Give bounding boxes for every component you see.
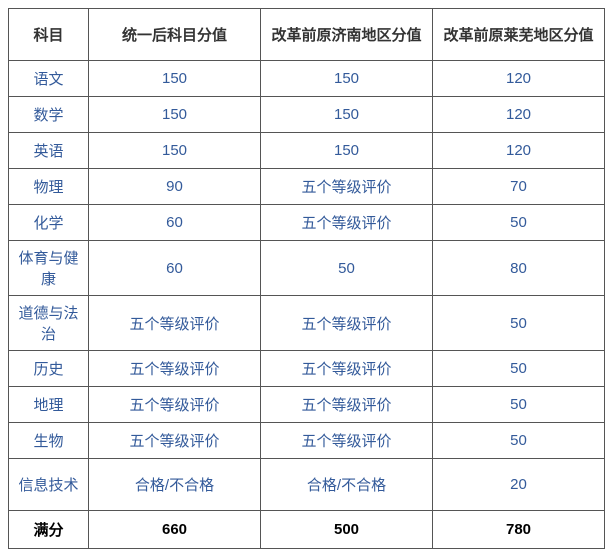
subject-cell: 英语 <box>9 133 89 169</box>
subject-cell: 化学 <box>9 205 89 241</box>
data-cell: 50 <box>433 423 605 459</box>
total-cell: 780 <box>433 511 605 549</box>
data-cell: 150 <box>89 97 261 133</box>
data-cell: 五个等级评价 <box>89 423 261 459</box>
total-cell: 500 <box>261 511 433 549</box>
data-cell: 五个等级评价 <box>261 387 433 423</box>
table-row: 生物五个等级评价五个等级评价50 <box>9 423 605 459</box>
subject-cell: 历史 <box>9 351 89 387</box>
data-cell: 80 <box>433 241 605 296</box>
table-row: 历史五个等级评价五个等级评价50 <box>9 351 605 387</box>
data-cell: 合格/不合格 <box>89 459 261 511</box>
table-row: 数学150150120 <box>9 97 605 133</box>
data-cell: 五个等级评价 <box>89 387 261 423</box>
data-cell: 50 <box>433 205 605 241</box>
data-cell: 120 <box>433 61 605 97</box>
data-cell: 五个等级评价 <box>261 296 433 351</box>
header-jinan: 改革前原济南地区分值 <box>261 9 433 61</box>
subject-cell: 道德与法治 <box>9 296 89 351</box>
total-cell: 660 <box>89 511 261 549</box>
data-cell: 150 <box>261 97 433 133</box>
table-row: 英语150150120 <box>9 133 605 169</box>
table-row: 体育与健康605080 <box>9 241 605 296</box>
data-cell: 五个等级评价 <box>261 423 433 459</box>
score-table: 科目 统一后科目分值 改革前原济南地区分值 改革前原莱芜地区分值 语文15015… <box>8 8 605 549</box>
data-cell: 五个等级评价 <box>261 351 433 387</box>
data-cell: 90 <box>89 169 261 205</box>
table-row: 语文150150120 <box>9 61 605 97</box>
subject-cell: 语文 <box>9 61 89 97</box>
total-label: 满分 <box>9 511 89 549</box>
subject-cell: 数学 <box>9 97 89 133</box>
data-cell: 五个等级评价 <box>261 169 433 205</box>
subject-cell: 体育与健康 <box>9 241 89 296</box>
subject-cell: 生物 <box>9 423 89 459</box>
data-cell: 五个等级评价 <box>89 296 261 351</box>
table-row: 化学60五个等级评价50 <box>9 205 605 241</box>
header-laiwu: 改革前原莱芜地区分值 <box>433 9 605 61</box>
table-row: 信息技术合格/不合格合格/不合格20 <box>9 459 605 511</box>
data-cell: 50 <box>433 296 605 351</box>
data-cell: 150 <box>89 61 261 97</box>
total-row: 满分660500780 <box>9 511 605 549</box>
data-cell: 合格/不合格 <box>261 459 433 511</box>
data-cell: 150 <box>89 133 261 169</box>
data-cell: 20 <box>433 459 605 511</box>
table-row: 地理五个等级评价五个等级评价50 <box>9 387 605 423</box>
data-cell: 70 <box>433 169 605 205</box>
data-cell: 50 <box>261 241 433 296</box>
subject-cell: 地理 <box>9 387 89 423</box>
header-unified: 统一后科目分值 <box>89 9 261 61</box>
data-cell: 150 <box>261 61 433 97</box>
subject-cell: 物理 <box>9 169 89 205</box>
data-cell: 五个等级评价 <box>89 351 261 387</box>
data-cell: 120 <box>433 97 605 133</box>
data-cell: 五个等级评价 <box>261 205 433 241</box>
data-cell: 60 <box>89 241 261 296</box>
table-row: 道德与法治五个等级评价五个等级评价50 <box>9 296 605 351</box>
table-row: 物理90五个等级评价70 <box>9 169 605 205</box>
data-cell: 60 <box>89 205 261 241</box>
data-cell: 150 <box>261 133 433 169</box>
data-cell: 50 <box>433 351 605 387</box>
header-subject: 科目 <box>9 9 89 61</box>
subject-cell: 信息技术 <box>9 459 89 511</box>
table-header-row: 科目 统一后科目分值 改革前原济南地区分值 改革前原莱芜地区分值 <box>9 9 605 61</box>
data-cell: 50 <box>433 387 605 423</box>
data-cell: 120 <box>433 133 605 169</box>
